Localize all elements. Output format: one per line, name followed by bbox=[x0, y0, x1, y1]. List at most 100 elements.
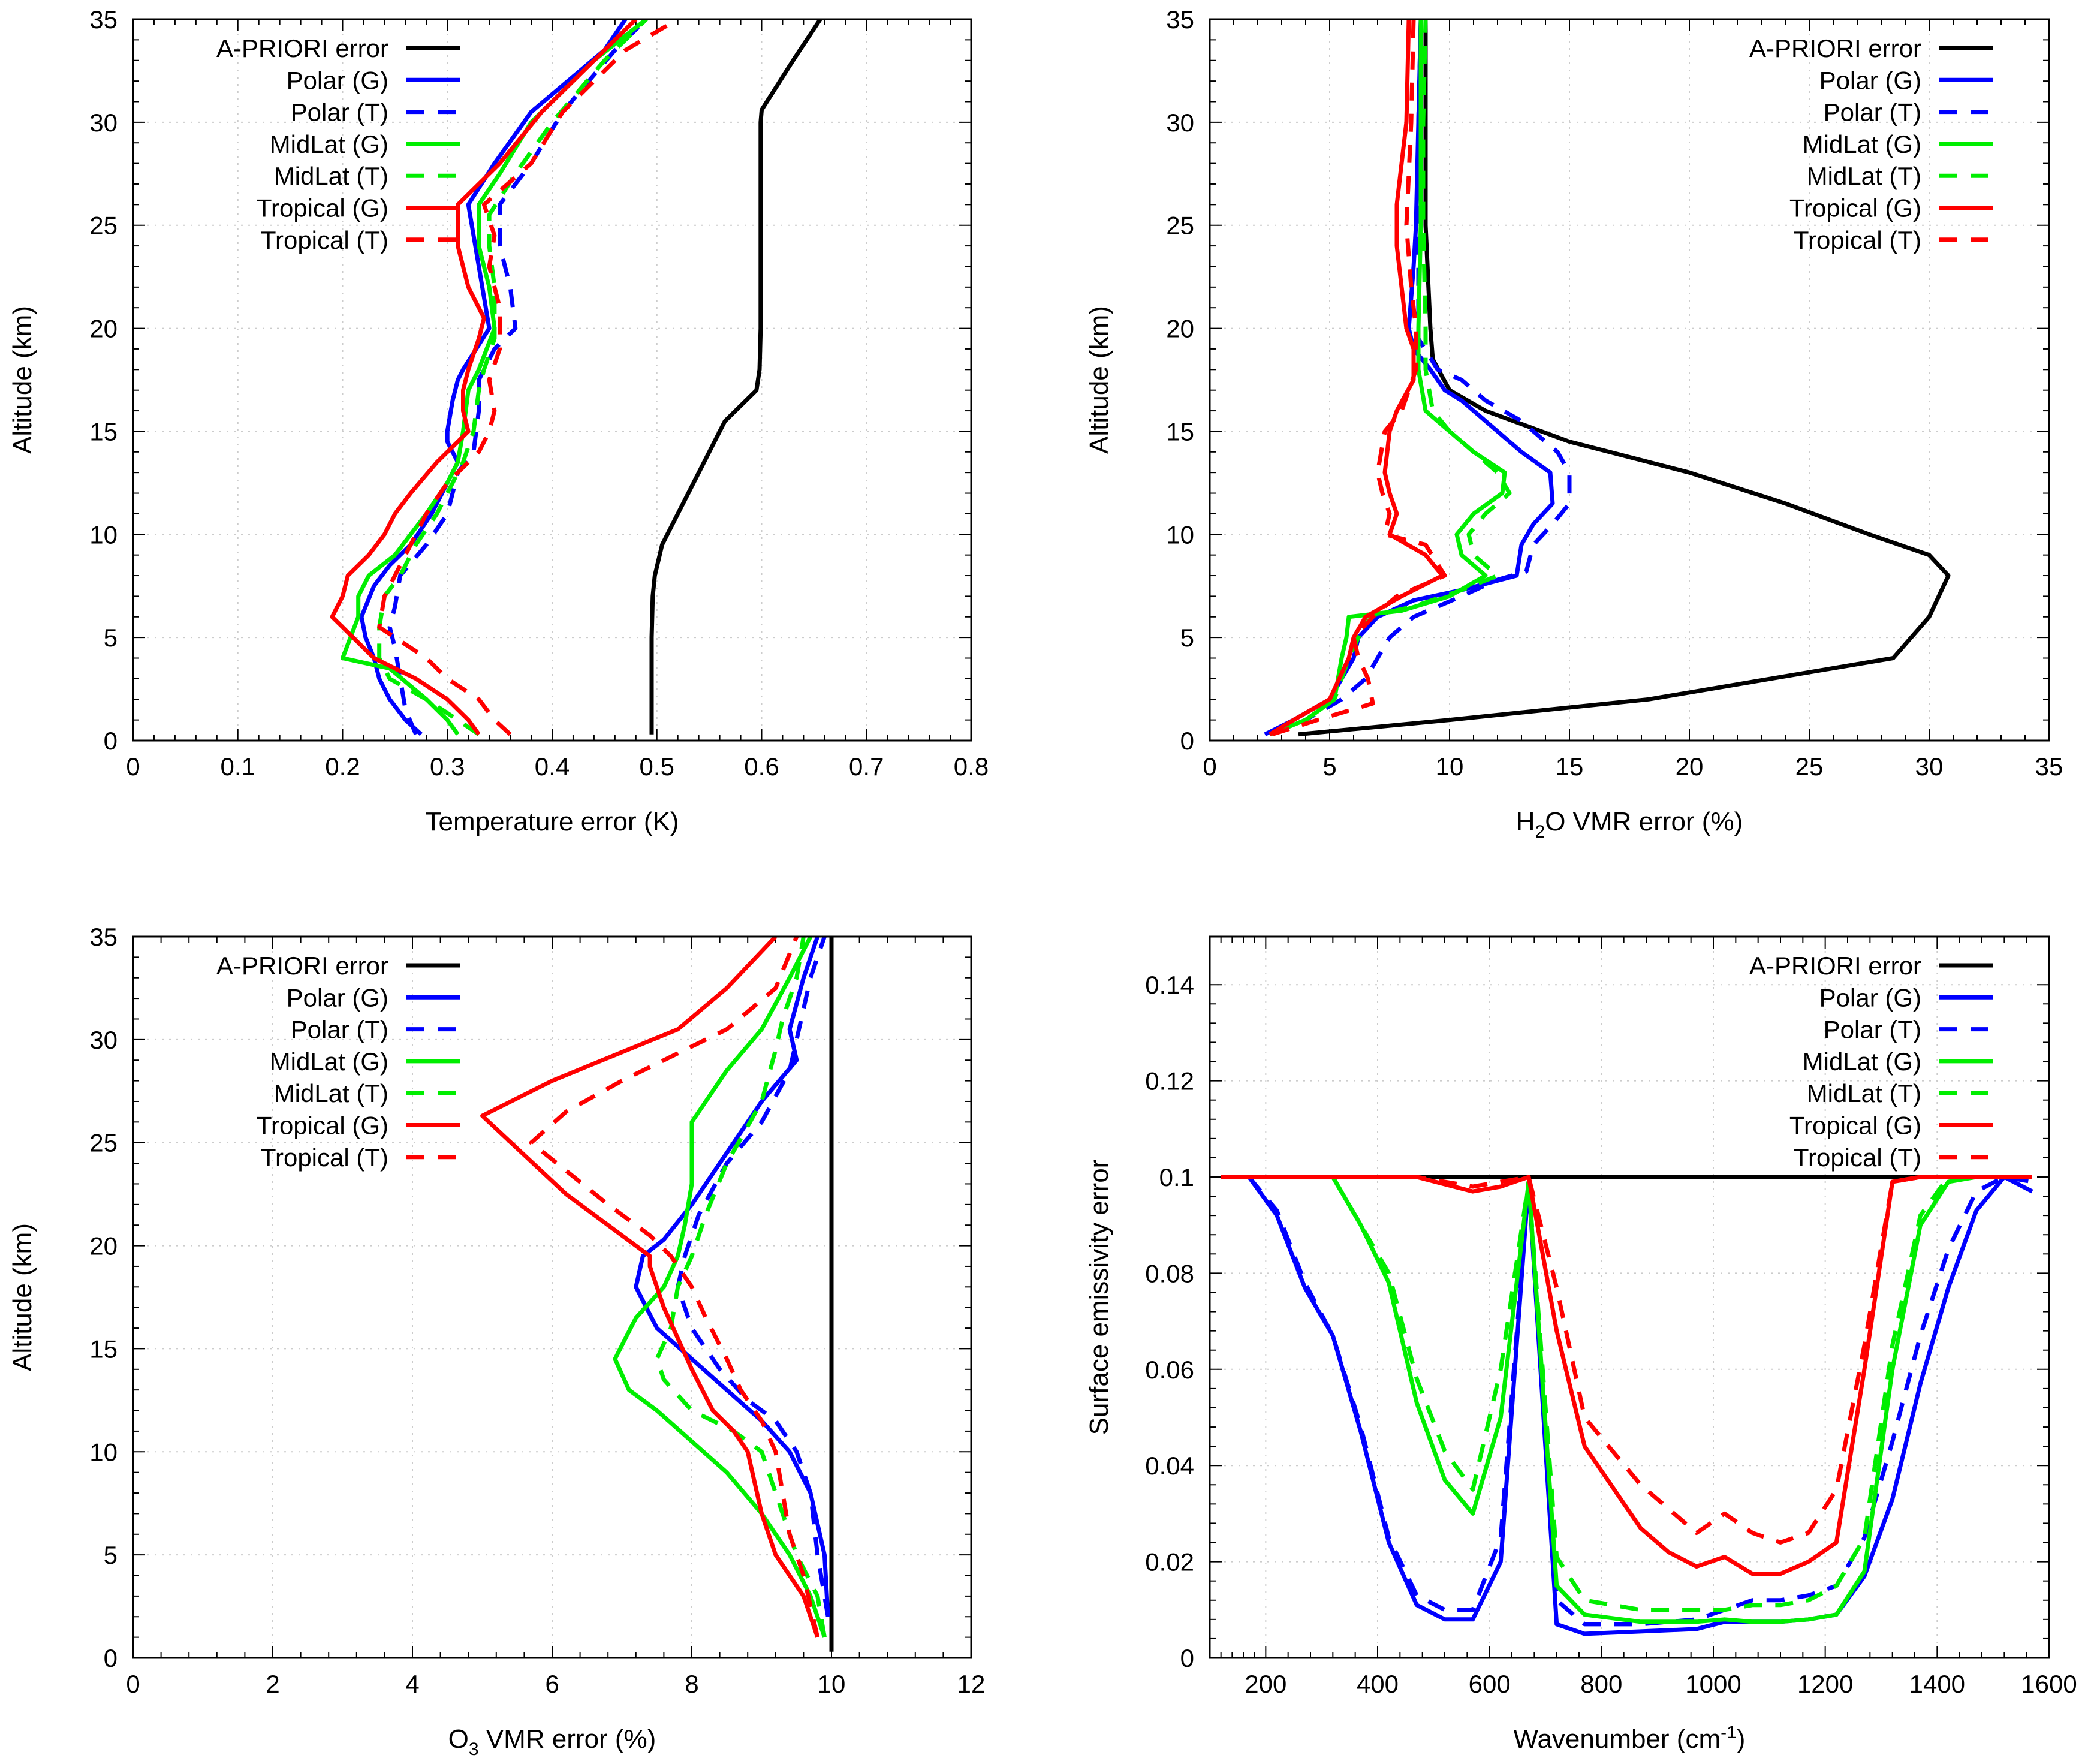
legend-label: Polar (T) bbox=[1824, 98, 1921, 127]
series-line-tropical-t bbox=[377, 19, 679, 736]
x-tick-label: 1000 bbox=[1685, 1670, 1741, 1698]
legend-label: A-PRIORI error bbox=[216, 952, 388, 980]
y-tick-label: 10 bbox=[1166, 520, 1194, 549]
series-line-midlat-t bbox=[1269, 19, 1512, 736]
legend-label: MidLat (G) bbox=[270, 130, 388, 158]
legend-label: Tropical (G) bbox=[257, 194, 388, 222]
legend-label: A-PRIORI error bbox=[1749, 952, 1921, 980]
series-line-tropical-t bbox=[529, 937, 820, 1638]
legend: A-PRIORI error Polar (G) Polar (T) MidLat (… bbox=[216, 34, 460, 254]
y-tick-label: 30 bbox=[89, 109, 117, 137]
y-tick-label: 5 bbox=[1180, 624, 1194, 652]
legend-label: Polar (G) bbox=[1819, 983, 1921, 1012]
x-tick-label: 1200 bbox=[1797, 1670, 1853, 1698]
y-tick-label: 25 bbox=[89, 1129, 117, 1157]
x-tick-label: 800 bbox=[1580, 1670, 1622, 1698]
plot-frame bbox=[132, 18, 972, 742]
y-tick-label: 0 bbox=[104, 727, 117, 755]
chart-temperature: 0 0.1 0.2 0.3 0.4 0.5 0.6 0.7 0.8 0 5 10 15 20 25 30 35 T… bbox=[8, 5, 989, 836]
y-tick-label: 20 bbox=[89, 1232, 117, 1260]
legend: A-PRIORI error Polar (G) Polar (T) MidLat (… bbox=[1749, 34, 1993, 254]
legend-label: Polar (G) bbox=[1819, 66, 1921, 94]
y-tick-label: 15 bbox=[89, 1335, 117, 1363]
x-tick-label: 0.2 bbox=[325, 752, 360, 781]
y-axis-label: Altitude (km) bbox=[1084, 306, 1114, 454]
x-tick-label: 4 bbox=[405, 1670, 419, 1698]
y-tick-label: 35 bbox=[89, 923, 117, 951]
y-tick-label: 25 bbox=[89, 212, 117, 240]
x-tick-label: 2 bbox=[266, 1670, 279, 1698]
y-tick-label: 30 bbox=[1166, 109, 1194, 137]
y-tick-label: 0.02 bbox=[1145, 1548, 1194, 1576]
y-tick-label: 15 bbox=[89, 417, 117, 445]
x-tick-label: 0.1 bbox=[221, 752, 255, 781]
y-tick-label: 0 bbox=[1180, 1644, 1194, 1672]
series-line-tropical-g bbox=[480, 937, 820, 1638]
legend-label: A-PRIORI error bbox=[1749, 34, 1921, 62]
legend-label: Tropical (T) bbox=[261, 226, 388, 254]
y-tick-label: 20 bbox=[1166, 315, 1194, 343]
x-tick-label: 8 bbox=[685, 1670, 698, 1698]
x-tick-label: 25 bbox=[1795, 752, 1824, 781]
y-tick-label: 0.14 bbox=[1145, 971, 1194, 999]
y-axis-label: Altitude (km) bbox=[8, 1223, 37, 1371]
series-line-polar-t bbox=[387, 19, 648, 736]
legend-label: Tropical (T) bbox=[1794, 1143, 1921, 1172]
chart-emissivity: 200 400 600 800 1000 1200 1400 1600 0 0.02 0.04 0.0… bbox=[1084, 935, 2077, 1754]
x-tick-label: 10 bbox=[1436, 752, 1464, 781]
legend-label: MidLat (G) bbox=[1803, 1047, 1921, 1076]
x-tick-label: 600 bbox=[1469, 1670, 1511, 1698]
y-tick-label: 35 bbox=[89, 5, 117, 34]
x-tick-label: 0 bbox=[126, 752, 140, 781]
x-tick-label: 5 bbox=[1322, 752, 1336, 781]
series-line-a-priori-error bbox=[1298, 19, 1951, 737]
series-line-midlat-g bbox=[341, 19, 648, 736]
y-tick-label: 0.04 bbox=[1145, 1452, 1194, 1480]
plot-frame bbox=[132, 935, 972, 1659]
x-tick-label: 12 bbox=[957, 1670, 986, 1698]
series-line-polar-t bbox=[1247, 1175, 2033, 1627]
x-tick-label: 0.4 bbox=[535, 752, 570, 781]
y-tick-label: 0.06 bbox=[1145, 1356, 1194, 1384]
series-line-midlat-t bbox=[377, 19, 648, 736]
legend-label: MidLat (T) bbox=[1807, 162, 1921, 190]
x-tick-label: 30 bbox=[1915, 752, 1944, 781]
legend-label: Tropical (T) bbox=[1794, 226, 1921, 254]
y-tick-label: 25 bbox=[1166, 212, 1194, 240]
series-line-tropical-g bbox=[1221, 1175, 2032, 1576]
x-tick-label: 20 bbox=[1676, 752, 1704, 781]
plot-frame bbox=[1209, 18, 2050, 742]
y-tick-label: 35 bbox=[1166, 5, 1194, 34]
legend-label: MidLat (G) bbox=[270, 1047, 388, 1076]
y-tick-label: 0.12 bbox=[1145, 1067, 1194, 1095]
y-tick-label: 0 bbox=[104, 1644, 117, 1672]
y-tick-label: 0.1 bbox=[1159, 1163, 1194, 1191]
series-line-polar-t bbox=[1269, 19, 1572, 736]
legend-label: MidLat (G) bbox=[1803, 130, 1921, 158]
legend-label: Tropical (G) bbox=[257, 1112, 388, 1140]
x-tick-label: 0 bbox=[1203, 752, 1216, 781]
y-axis-label: Altitude (km) bbox=[8, 306, 37, 454]
x-tick-label: 10 bbox=[818, 1670, 846, 1698]
legend-label: MidLat (T) bbox=[1807, 1079, 1921, 1107]
y-tick-label: 0.08 bbox=[1145, 1259, 1194, 1287]
y-tick-label: 10 bbox=[89, 1438, 117, 1466]
series-line-polar-g bbox=[359, 19, 628, 736]
plot-frame bbox=[1209, 935, 2050, 1659]
x-axis-label: Temperature error (K) bbox=[425, 807, 679, 836]
series-line-a-priori-error bbox=[649, 19, 822, 735]
x-tick-label: 0.5 bbox=[640, 752, 674, 781]
x-tick-label: 0.6 bbox=[744, 752, 779, 781]
series-line-tropical-t bbox=[1271, 19, 1447, 737]
y-tick-label: 0 bbox=[1180, 727, 1194, 755]
x-tick-label: 0.3 bbox=[430, 752, 465, 781]
y-tick-label: 10 bbox=[89, 520, 117, 549]
legend-label: Tropical (G) bbox=[1789, 194, 1921, 222]
legend-label: Polar (T) bbox=[291, 1016, 388, 1044]
y-tick-label: 5 bbox=[104, 624, 117, 652]
series-line-midlat-g bbox=[1331, 1175, 1977, 1624]
x-tick-label: 1400 bbox=[1909, 1670, 1965, 1698]
y-tick-label: 30 bbox=[89, 1026, 117, 1054]
legend-label: Tropical (G) bbox=[1789, 1112, 1921, 1140]
